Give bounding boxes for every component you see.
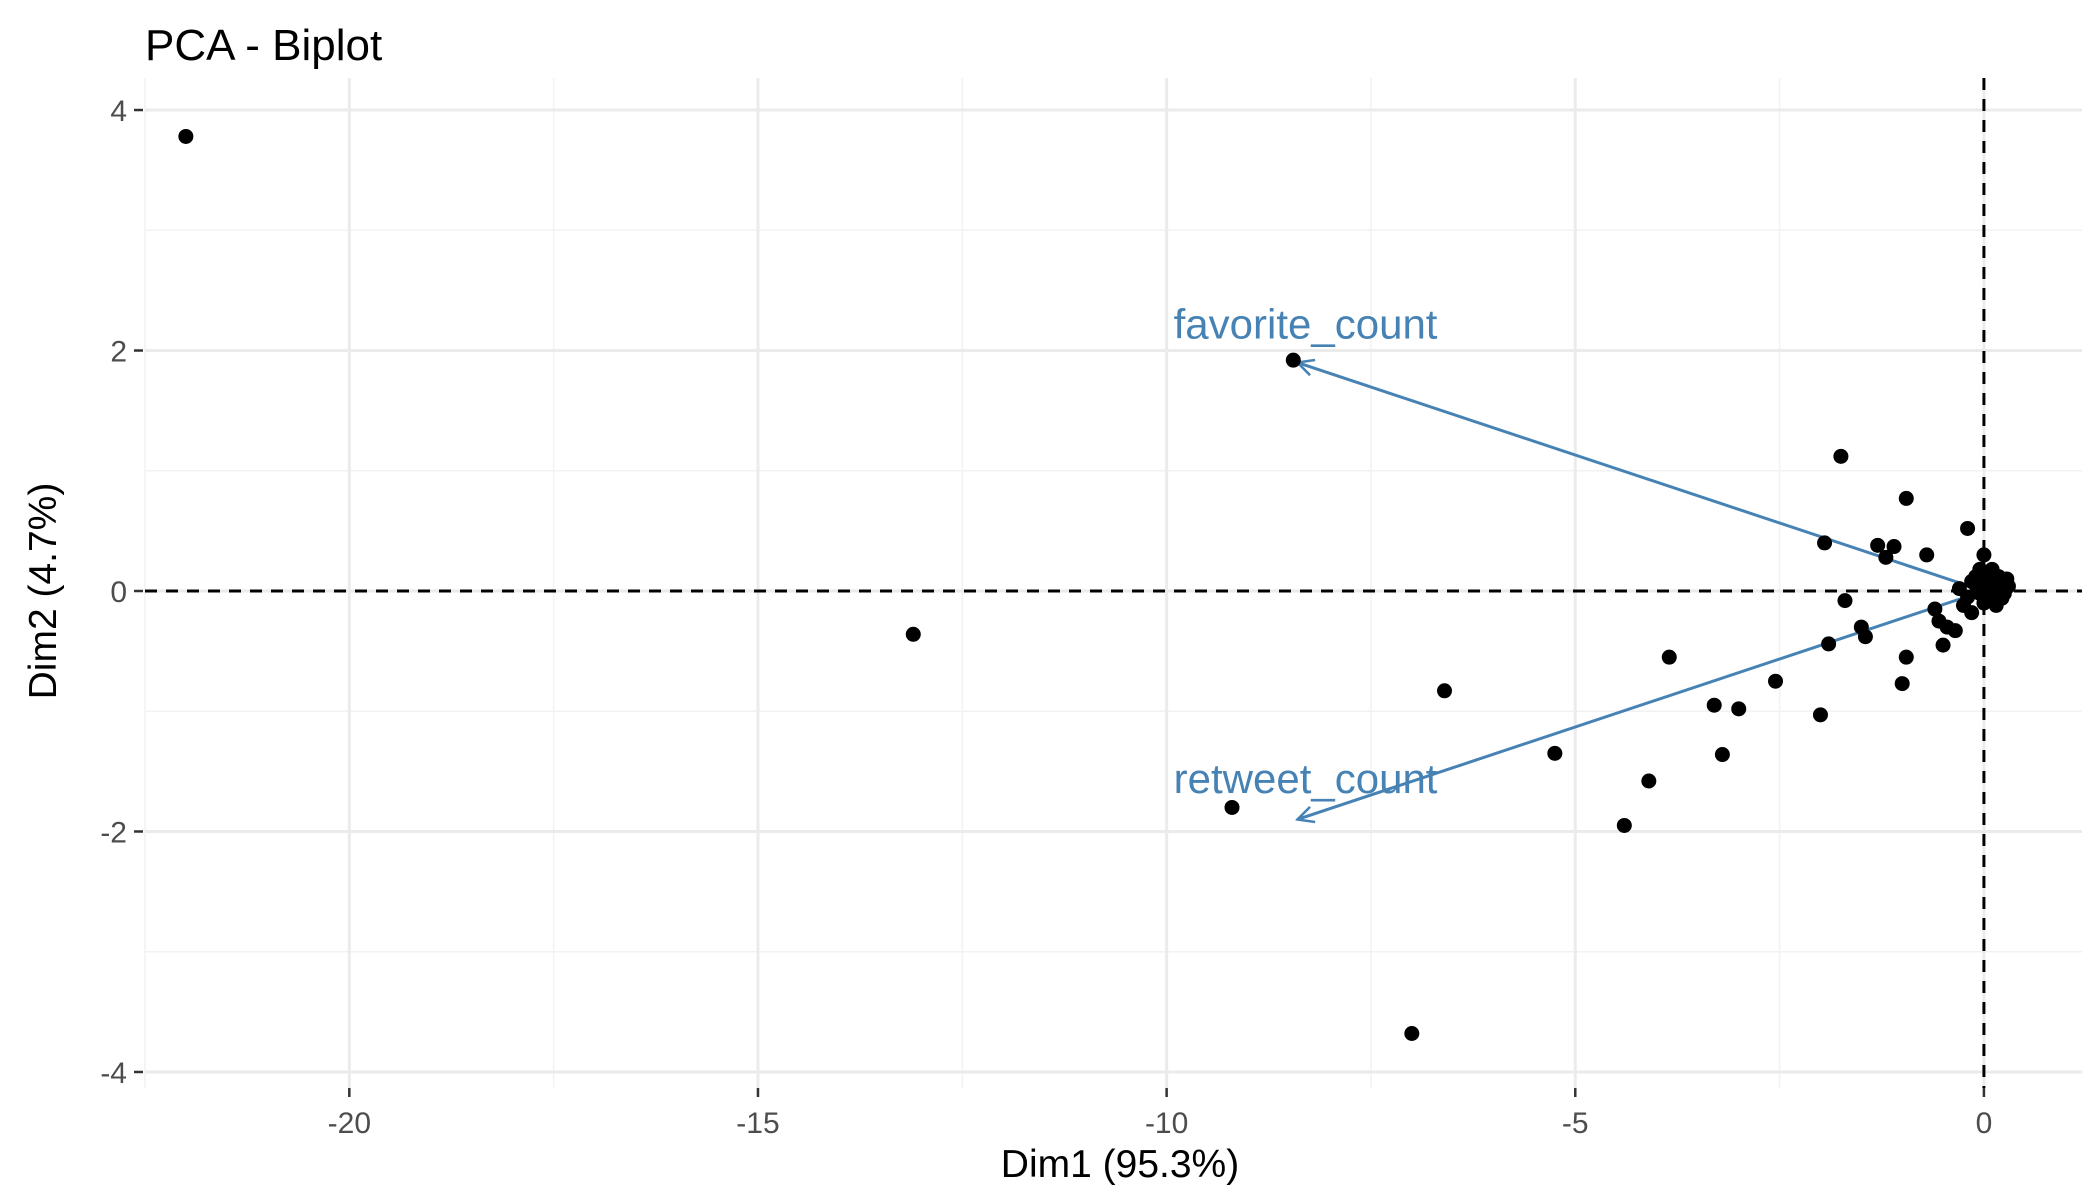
- variable-labels: favorite_count retweet_count: [1174, 300, 1438, 802]
- y-tick-label: 0: [110, 576, 127, 609]
- reference-lines: [145, 78, 2082, 1088]
- x-tick-label: -5: [1562, 1107, 1589, 1140]
- arrow-retweet_count: [1297, 589, 1985, 819]
- label-retweet_count: retweet_count: [1174, 755, 1438, 802]
- data-point: [1964, 605, 1980, 621]
- data-point: [1976, 547, 1992, 563]
- data-point: [1857, 629, 1873, 645]
- chart-title: PCA - Biplot: [145, 21, 382, 70]
- data-point: [1768, 673, 1784, 689]
- data-point: [178, 128, 194, 144]
- variable-arrows: [1297, 363, 1985, 820]
- data-point: [1988, 597, 2004, 613]
- data-point: [1731, 701, 1747, 717]
- data-point: [1285, 352, 1301, 368]
- data-point: [1404, 1026, 1420, 1042]
- data-point: [1817, 535, 1833, 551]
- x-tick-label: -15: [736, 1107, 779, 1140]
- data-point: [1898, 490, 1914, 506]
- data-point: [1837, 593, 1853, 609]
- grid: [144, 78, 2082, 1088]
- data-point: [1964, 573, 1980, 589]
- x-axis-title: Dim1 (95.3%): [1001, 1143, 1239, 1186]
- data-point: [1935, 637, 1951, 653]
- x-tick-label: 0: [1976, 1107, 1993, 1140]
- y-tick-label: 4: [110, 95, 127, 128]
- data-point: [1886, 539, 1902, 555]
- x-tick-label: -20: [328, 1107, 371, 1140]
- data-point: [905, 626, 921, 642]
- data-point: [1224, 799, 1240, 815]
- data-point: [1878, 549, 1894, 565]
- data-point: [1706, 697, 1722, 713]
- y-tick-label: -4: [100, 1057, 127, 1090]
- data-point: [1919, 547, 1935, 563]
- data-point: [1437, 683, 1453, 699]
- data-point: [1870, 537, 1886, 553]
- data-point: [1984, 561, 2000, 577]
- data-point: [1821, 636, 1837, 652]
- data-point: [1927, 601, 1943, 617]
- y-axis-title: Dim2 (4.7%): [22, 483, 65, 700]
- y-tick-label: 2: [110, 336, 127, 369]
- data-point: [1812, 707, 1828, 723]
- y-tick-label: -2: [100, 816, 127, 849]
- data-point: [1947, 623, 1963, 639]
- x-tick-label: -10: [1145, 1107, 1188, 1140]
- data-point: [1661, 649, 1677, 665]
- data-point: [1894, 676, 1910, 692]
- data-point: [1833, 448, 1849, 464]
- data-point: [1547, 745, 1563, 761]
- data-point: [1714, 747, 1730, 763]
- data-point: [1960, 520, 1976, 536]
- observation-points: [178, 128, 2016, 1042]
- arrow-favorite_count: [1297, 363, 1985, 593]
- data-point: [1616, 817, 1632, 833]
- data-point: [1999, 571, 2015, 587]
- data-point: [1898, 649, 1914, 665]
- data-point: [1960, 589, 1976, 605]
- data-point: [1641, 773, 1657, 789]
- label-favorite_count: favorite_count: [1174, 300, 1438, 347]
- data-point: [1978, 573, 1994, 589]
